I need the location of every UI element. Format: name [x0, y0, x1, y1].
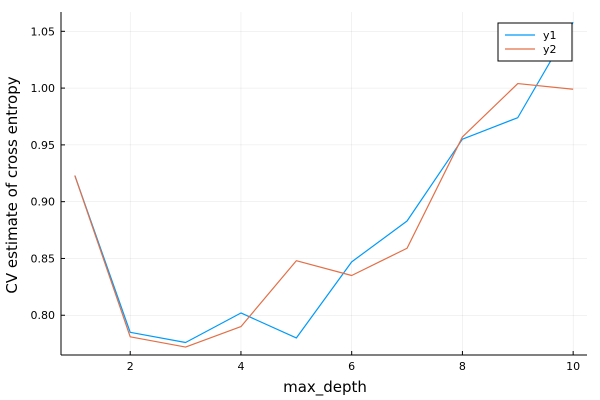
y-tick-label: 0.85	[31, 252, 56, 265]
y-axis-label: CV estimate of cross entropy	[3, 76, 21, 293]
grid	[61, 12, 587, 355]
x-tick-label: 10	[566, 360, 580, 373]
x-tick-label: 2	[127, 360, 134, 373]
legend-label-y1: y1	[543, 29, 557, 42]
ticks: 2 4 6 8 10 0.80 0.85 0.90 0.95 1.00 1.05	[31, 25, 581, 373]
y-tick-label: 1.05	[31, 25, 56, 38]
y-tick-label: 0.95	[31, 139, 56, 152]
y-tick-label: 1.00	[31, 82, 56, 95]
x-tick-label: 4	[237, 360, 244, 373]
y-tick-label: 0.90	[31, 196, 56, 209]
x-axis-label: max_depth	[283, 378, 367, 397]
x-tick-label: 6	[348, 360, 355, 373]
series-line-y2	[74, 82, 574, 348]
axes	[60, 12, 587, 356]
legend-box	[497, 22, 573, 62]
series-line-y1	[74, 21, 574, 344]
x-tick-label: 8	[459, 360, 466, 373]
legend-label-y2: y2	[543, 43, 557, 56]
series	[74, 21, 574, 348]
y-tick-label: 0.80	[31, 309, 56, 322]
